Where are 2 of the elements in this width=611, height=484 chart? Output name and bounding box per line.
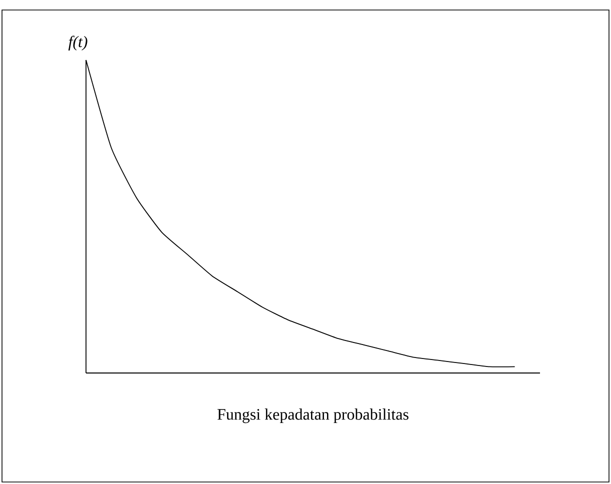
y-axis-title: f(t) <box>68 36 88 50</box>
x-axis-title: Fungsi kepadatan probabilitas <box>217 408 408 424</box>
